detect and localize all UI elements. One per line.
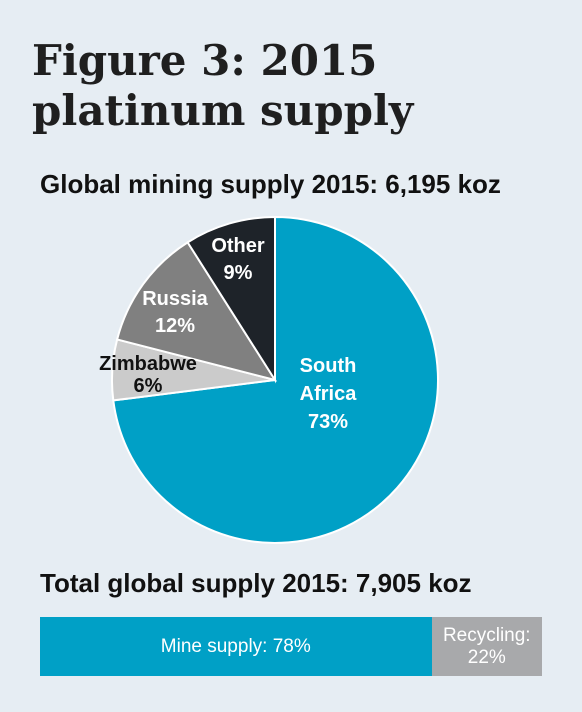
bar-label-mine-supply: Mine supply: 78%	[160, 635, 311, 657]
supply-bar: Mine supply: 78% Recycling: 22%	[40, 617, 542, 676]
figure-title: Figure 3: 2015 platinum supply	[32, 36, 414, 135]
bar-label-recycling: Recycling: 22%	[442, 624, 531, 668]
pie-chart-title: Global mining supply 2015: 6,195 koz	[40, 169, 501, 199]
pie-label-zimbabwe: Zimbabwe 6%	[99, 353, 197, 397]
bar-segment-mine-supply: Mine supply: 78%	[40, 617, 432, 676]
pie-label-other: Other 9%	[211, 235, 265, 284]
bar-chart-title: Total global supply 2015: 7,905 koz	[40, 568, 472, 598]
pie-slice-russia	[115, 240, 278, 382]
pie-label-south-africa: South Africa 73%	[300, 355, 358, 433]
bar-segment-recycling: Recycling: 22%	[431, 617, 542, 676]
pie-label-russia: Russia 12%	[142, 288, 208, 337]
pie-slice-other	[186, 215, 276, 384]
